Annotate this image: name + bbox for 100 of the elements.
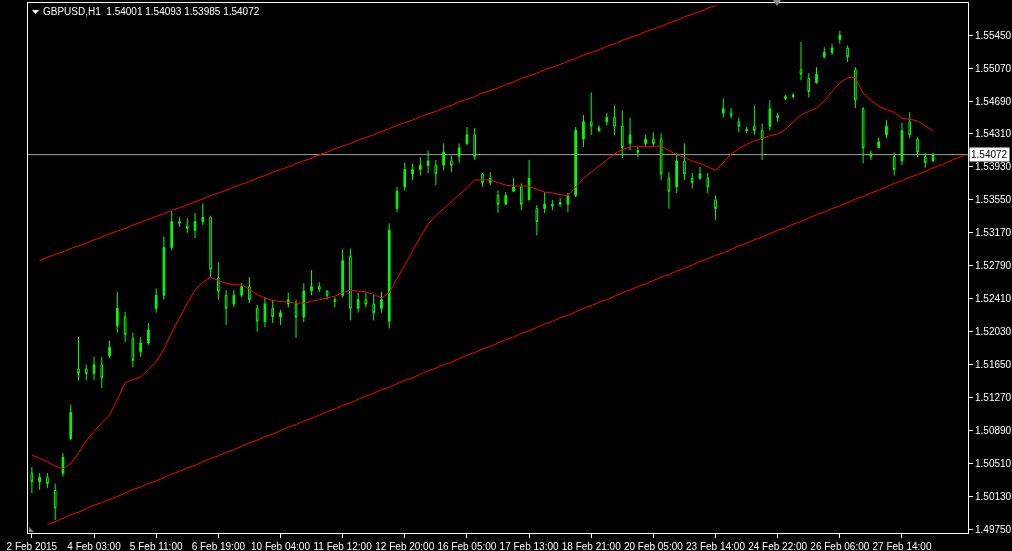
candlestick: [760, 123, 764, 161]
x-tick-label: 6 Feb 19:00: [191, 541, 246, 551]
candlestick: [100, 356, 104, 389]
y-tick-label: 1.51650: [975, 359, 1012, 371]
candlestick: [589, 91, 593, 136]
ref-line-label: 1.54072: [971, 149, 1008, 160]
x-tick-label: 27 Feb 14:00: [872, 541, 932, 551]
candlestick: [644, 134, 647, 148]
candlestick: [636, 146, 640, 158]
candlestick: [294, 299, 298, 339]
candlestick: [496, 189, 500, 214]
candlestick: [232, 289, 236, 308]
candlestick: [53, 483, 57, 521]
candlestick: [457, 143, 461, 164]
candlestick: [116, 291, 119, 334]
x-tick-label: 2 Feb 2015: [6, 541, 58, 551]
candlestick: [255, 304, 259, 333]
candlestick: [566, 192, 570, 213]
candlestick: [714, 195, 717, 221]
candlestick: [683, 143, 686, 181]
candlestick: [931, 152, 935, 163]
candlestick: [822, 46, 826, 60]
candlestick: [838, 30, 842, 45]
candlestick: [450, 155, 453, 173]
candlestick: [776, 112, 779, 123]
candlestick: [558, 197, 562, 208]
candlestick: [574, 126, 577, 198]
candlestick: [698, 166, 702, 181]
candlestick: [923, 152, 927, 169]
candlestick: [628, 117, 632, 151]
candlestick: [170, 210, 174, 251]
x-tick-label: 5 Feb 11:00: [129, 541, 183, 551]
candlestick: [892, 151, 896, 177]
x-tick-label: 4 Feb 03:00: [67, 541, 122, 551]
candlestick: [519, 182, 523, 211]
line-series: [46, 155, 965, 525]
candlestick: [139, 336, 142, 358]
candlestick: [147, 322, 150, 346]
candlestick: [310, 269, 313, 296]
candlestick: [613, 104, 616, 136]
candlestick: [248, 276, 251, 304]
y-tick-label: 1.53930: [975, 161, 1012, 173]
line-series: [31, 77, 934, 470]
candlestick: [721, 97, 725, 118]
candlestick: [325, 289, 329, 301]
candlestick: [885, 119, 888, 139]
x-tick-label: 24 Feb 22:00: [748, 541, 808, 551]
candlestick: [869, 149, 873, 161]
x-tick-label: 12 Feb 20:00: [375, 541, 435, 551]
x-tick-label: 23 Feb 14:00: [686, 541, 746, 551]
y-tick-label: 1.50890: [975, 425, 1012, 437]
candlestick: [61, 452, 65, 478]
candlestick: [675, 152, 678, 194]
candlestick: [209, 215, 212, 278]
candlestick: [527, 159, 531, 201]
candlestick: [473, 127, 477, 161]
candlestick: [784, 94, 787, 101]
candlestick: [543, 191, 546, 214]
candlestick: [364, 292, 368, 308]
candlestick: [349, 247, 352, 321]
x-tick-label: 20 Feb 05:00: [623, 541, 684, 551]
line-series: [39, 5, 717, 262]
candlestick: [318, 281, 321, 293]
candlestick: [341, 248, 344, 298]
candlestick: [434, 159, 438, 186]
candlestick: [551, 199, 554, 211]
candlestick: [84, 364, 88, 381]
candlestick: [387, 222, 391, 329]
y-tick-label: 1.52410: [975, 293, 1012, 305]
y-tick-label: 1.52030: [975, 326, 1012, 338]
candlestick: [193, 212, 197, 239]
candlestick: [667, 171, 671, 210]
candlestick: [620, 110, 624, 159]
candlestick: [333, 296, 337, 308]
candlestick: [217, 261, 220, 301]
candlestick: [279, 309, 282, 326]
candlestick: [403, 162, 407, 191]
candlestick: [830, 43, 834, 56]
candlestick: [745, 126, 748, 134]
candlestick: [605, 112, 609, 126]
candlestick: [123, 311, 127, 343]
x-tick-label: 26 Feb 06:00: [810, 541, 870, 551]
candlestick: [815, 66, 818, 85]
candlestick: [807, 72, 811, 99]
candlestick: [768, 99, 772, 132]
candlestick: [154, 287, 158, 314]
x-tick-label: 17 Feb 13:00: [499, 541, 559, 551]
y-tick-label: 1.54690: [975, 95, 1012, 107]
candlestick: [753, 104, 756, 136]
candlestick: [224, 289, 228, 326]
candlestick: [178, 216, 181, 228]
y-tick-label: 1.50510: [975, 458, 1012, 470]
candlestick: [737, 117, 741, 133]
candlestick: [791, 92, 795, 99]
candlestick: [69, 404, 73, 441]
y-tick-label: 1.54310: [975, 128, 1012, 140]
candlestick: [854, 66, 857, 109]
candlestick: [162, 235, 166, 301]
candlestick: [92, 356, 96, 381]
candlestick: [108, 339, 111, 359]
